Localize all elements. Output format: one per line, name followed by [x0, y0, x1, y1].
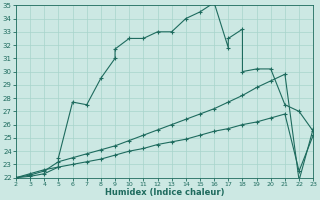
X-axis label: Humidex (Indice chaleur): Humidex (Indice chaleur) — [105, 188, 224, 197]
